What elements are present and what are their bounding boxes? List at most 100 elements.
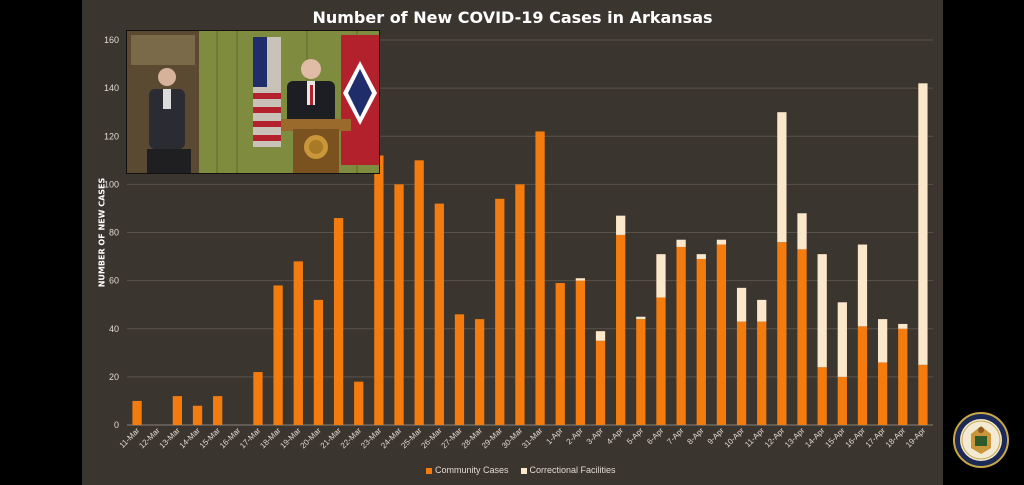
bar-community-21-Mar — [333, 218, 344, 425]
x-tick-label: 12-Mar — [137, 426, 162, 451]
x-tick-label: 14-Mar — [178, 426, 203, 451]
bar-correctional-14-Apr — [817, 254, 827, 368]
y-tick-label: 80 — [109, 228, 119, 238]
x-tick-label: 16-Mar — [218, 426, 243, 451]
x-tick-label: 17-Apr — [864, 426, 888, 450]
bar-community-25-Mar — [414, 160, 424, 425]
bar-correctional-16-Apr — [857, 244, 868, 327]
bar-community-31-Mar — [535, 131, 545, 425]
bar-community-30-Mar — [515, 184, 525, 425]
bar-community-11-Apr — [757, 321, 767, 425]
bars — [132, 83, 928, 425]
bar-community-2-Apr — [575, 280, 586, 425]
bar-correctional-19-Apr — [918, 83, 928, 365]
bar-correctional-17-Apr — [877, 319, 888, 363]
state-seal-icon — [953, 412, 1009, 468]
x-tick-label: 13-Mar — [158, 426, 183, 451]
x-tick-label: 2-Apr — [565, 426, 585, 446]
x-tick-label: 30-Mar — [500, 426, 525, 451]
bar-community-22-Mar — [354, 381, 364, 425]
bar-community-18-Apr — [898, 328, 908, 425]
bar-community-13-Mar — [172, 396, 183, 425]
y-tick-label: 160 — [104, 35, 119, 45]
x-tick-label: 19-Apr — [904, 426, 928, 450]
x-tick-label: 21-Mar — [319, 426, 344, 451]
bar-community-19-Mar — [293, 261, 303, 425]
bar-community-12-Apr — [777, 242, 787, 425]
bar-community-15-Apr — [837, 376, 847, 425]
bar-community-9-Apr — [716, 244, 727, 425]
x-tick-label: 18-Mar — [258, 426, 283, 451]
bar-correctional-5-Apr — [636, 316, 646, 320]
bar-correctional-6-Apr — [656, 254, 666, 298]
bar-correctional-13-Apr — [797, 213, 807, 250]
x-tick-label: 11-Mar — [118, 426, 142, 450]
x-tick-label: 8-Apr — [685, 426, 705, 446]
bar-community-7-Apr — [676, 246, 686, 425]
bar-community-4-Apr — [616, 234, 626, 425]
x-tick-label: 26-Mar — [419, 426, 444, 451]
legend-label-correctional: Correctional Facilities — [529, 465, 616, 475]
bar-community-20-Mar — [313, 299, 324, 425]
bar-correctional-8-Apr — [696, 254, 706, 259]
bar-community-23-Mar — [374, 155, 384, 425]
x-tick-labels: 11-Mar12-Mar13-Mar14-Mar15-Mar16-Mar17-M… — [118, 426, 928, 451]
bar-correctional-15-Apr — [837, 302, 847, 377]
legend-label-community: Community Cases — [435, 465, 509, 475]
x-tick-label: 6-Apr — [645, 426, 665, 446]
bar-community-3-Apr — [595, 340, 606, 425]
legend-swatch-community — [426, 467, 432, 474]
x-tick-label: 13-Apr — [783, 426, 807, 450]
x-tick-label: 14-Apr — [803, 426, 827, 450]
y-tick-labels: 0 20 40 60 80 100 120 140 160 — [104, 35, 119, 430]
x-tick-label: 3-Apr — [585, 426, 605, 446]
y-tick-label: 120 — [104, 131, 119, 141]
bar-correctional-7-Apr — [676, 239, 686, 247]
bar-community-24-Mar — [394, 184, 404, 425]
bar-correctional-2-Apr — [575, 278, 586, 281]
bar-community-8-Apr — [696, 258, 706, 425]
x-tick-label: 16-Apr — [844, 426, 868, 450]
bar-correctional-11-Apr — [757, 299, 767, 322]
y-tick-label: 0 — [114, 420, 119, 430]
x-tick-label: 23-Mar — [359, 426, 384, 451]
x-tick-label: 29-Mar — [480, 426, 505, 451]
bar-correctional-3-Apr — [595, 331, 606, 341]
legend-item-correctional: Correctional Facilities — [520, 465, 616, 475]
y-axis-label: NUMBER OF NEW CASES — [97, 177, 107, 288]
video-feed-inset — [126, 30, 380, 174]
y-tick-label: 100 — [104, 179, 119, 189]
legend-item-community: Community Cases — [426, 465, 509, 475]
x-tick-label: 17-Mar — [238, 426, 263, 451]
x-tick-label: 11-Apr — [743, 426, 766, 449]
bar-community-26-Mar — [434, 203, 444, 425]
bar-correctional-18-Apr — [898, 323, 908, 329]
bar-community-17-Mar — [253, 372, 263, 425]
x-tick-label: 28-Mar — [460, 426, 485, 451]
bar-community-14-Apr — [817, 367, 827, 425]
bar-community-27-Mar — [454, 314, 465, 425]
x-tick-label: 19-Mar — [278, 426, 303, 451]
x-tick-label: 7-Apr — [665, 426, 685, 446]
bar-community-16-Apr — [857, 326, 868, 425]
chart-legend: Community Cases Correctional Facilities — [426, 465, 616, 475]
bar-community-14-Mar — [192, 405, 203, 425]
bar-community-6-Apr — [656, 297, 666, 425]
bar-correctional-9-Apr — [716, 239, 727, 245]
bar-community-28-Mar — [474, 319, 485, 425]
x-tick-label: 27-Mar — [440, 426, 465, 451]
x-tick-label: 4-Apr — [605, 426, 625, 446]
bar-community-10-Apr — [736, 321, 747, 425]
bar-correctional-10-Apr — [736, 287, 747, 322]
bar-correctional-12-Apr — [777, 112, 787, 243]
y-tick-label: 60 — [109, 276, 119, 286]
x-tick-label: 22-Mar — [339, 426, 364, 451]
x-tick-label: 25-Mar — [399, 426, 424, 451]
y-tick-label: 40 — [109, 324, 119, 334]
bar-community-29-Mar — [495, 198, 505, 425]
bar-community-19-Apr — [918, 364, 928, 425]
x-tick-label: 31-Mar — [520, 426, 545, 451]
x-tick-label: 18-Apr — [884, 426, 908, 450]
